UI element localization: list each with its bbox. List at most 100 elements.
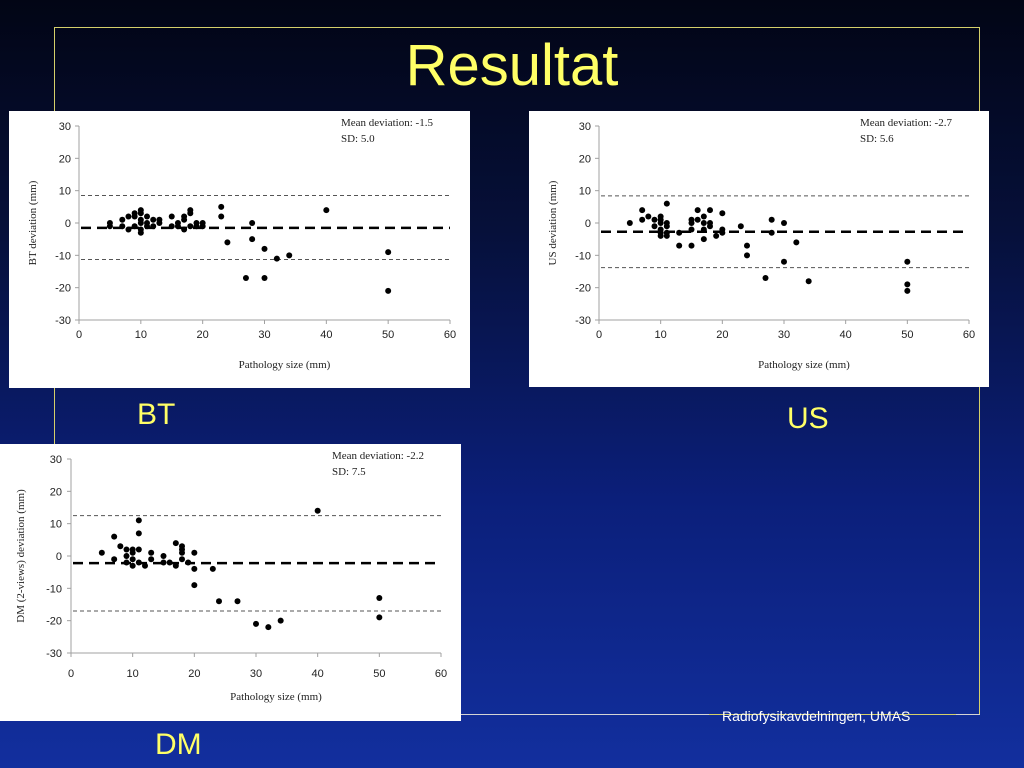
dm-data-point xyxy=(160,553,167,559)
bt-y-axis-label: BT deviation (mm) xyxy=(27,180,39,265)
bt-data-point xyxy=(249,220,256,226)
footer-rule-left xyxy=(461,714,709,715)
bt-annotation-line: Mean deviation: -1.5 xyxy=(341,117,433,129)
us-data-point xyxy=(793,239,800,246)
us-data-point xyxy=(639,207,646,214)
dm-y-tick-label: -10 xyxy=(46,583,62,595)
bt-x-tick-label: 10 xyxy=(135,329,147,341)
dm-data-point xyxy=(111,533,118,540)
bt-data-point xyxy=(181,213,188,220)
dm-data-point xyxy=(314,507,321,514)
dm-data-point xyxy=(135,559,142,566)
dm-data-point xyxy=(191,582,198,589)
us-data-point xyxy=(676,229,683,236)
us-data-point xyxy=(737,223,744,230)
dm-data-point xyxy=(172,562,179,569)
dm-data-point xyxy=(191,565,198,572)
us-data-point xyxy=(688,226,695,233)
bt-x-tick-label: 40 xyxy=(320,329,332,341)
bt-data-point xyxy=(193,223,200,230)
dm-y-tick-label: -30 xyxy=(46,648,62,660)
us-data-point xyxy=(700,213,707,220)
us-y-axis-label: US deviation (mm) xyxy=(547,180,559,265)
us-data-point xyxy=(762,274,769,281)
bt-data-point xyxy=(156,216,163,223)
us-data-point xyxy=(904,281,911,288)
bt-data-point xyxy=(218,213,225,220)
dm-x-tick-label: 20 xyxy=(188,668,200,680)
bt-data-point xyxy=(385,249,392,256)
bt-y-tick-label: 30 xyxy=(59,121,71,133)
bt-y-tick-label: -30 xyxy=(55,315,71,327)
us-y-tick-label: 0 xyxy=(585,218,591,230)
dm-data-point xyxy=(135,517,142,524)
bt-x-tick-label: 20 xyxy=(197,329,209,341)
dm-data-point xyxy=(216,598,222,605)
bt-data-point xyxy=(181,226,188,233)
dm-data-point xyxy=(179,546,185,553)
us-data-point xyxy=(645,213,652,220)
dm-data-point xyxy=(142,562,148,569)
dm-y-tick-label: 10 xyxy=(50,519,62,531)
us-data-point xyxy=(744,242,750,249)
caption-us: US xyxy=(787,402,829,435)
us-y-tick-label: 10 xyxy=(579,186,591,198)
us-annotation-line: SD: 5.6 xyxy=(860,133,894,145)
us-data-point xyxy=(676,242,683,249)
bt-data-point xyxy=(125,226,132,233)
us-x-tick-label: 20 xyxy=(716,329,728,341)
us-data-point xyxy=(651,216,658,223)
us-y-tick-label: -20 xyxy=(575,283,591,295)
dm-data-point xyxy=(209,565,216,572)
dm-data-point xyxy=(123,559,130,566)
us-data-point xyxy=(700,236,707,243)
dm-chart-panel: 30 20 10 0 -10 -20 -30 0 10 20 30 40 50 60 Mean deviat… xyxy=(0,444,461,721)
bt-data-point xyxy=(286,252,293,259)
us-x-tick-label: 50 xyxy=(901,329,913,341)
bt-data-point xyxy=(144,213,151,220)
us-data-point xyxy=(719,229,726,236)
bt-data-point xyxy=(137,229,144,236)
bt-data-point xyxy=(119,223,126,230)
bt-annotation-line: SD: 5.0 xyxy=(341,133,375,145)
us-annotation-line: Mean deviation: -2.7 xyxy=(860,117,952,129)
bt-data-point xyxy=(150,223,157,230)
dm-x-tick-label: 40 xyxy=(312,668,324,680)
bt-data-point xyxy=(119,216,126,223)
bt-data-point xyxy=(187,223,194,230)
bt-data-point xyxy=(168,223,175,230)
us-data-point xyxy=(657,213,664,220)
us-data-point xyxy=(744,252,750,259)
bt-data-point xyxy=(137,216,144,223)
dm-data-point xyxy=(148,556,155,563)
dm-data-point xyxy=(129,556,136,563)
us-data-point xyxy=(700,220,707,226)
dm-data-point xyxy=(376,614,383,621)
us-data-point xyxy=(639,216,646,223)
dm-y-tick-label: 20 xyxy=(50,486,62,498)
us-x-tick-label: 60 xyxy=(963,329,975,341)
bt-data-point xyxy=(261,245,268,252)
dm-data-point xyxy=(123,546,130,553)
bt-data-point xyxy=(224,239,231,246)
us-data-point xyxy=(781,220,787,226)
us-data-point xyxy=(688,242,695,249)
bt-x-tick-label: 50 xyxy=(382,329,394,341)
dm-x-tick-label: 10 xyxy=(127,668,139,680)
dm-data-point xyxy=(376,595,383,602)
bt-data-point xyxy=(385,287,392,294)
slide-title: Resultat xyxy=(405,33,619,98)
dm-data-point xyxy=(160,559,167,566)
dm-data-point xyxy=(129,562,136,569)
us-x-tick-label: 10 xyxy=(655,329,667,341)
bt-data-point xyxy=(174,223,181,230)
dm-chart: 30 20 10 0 -10 -20 -30 0 10 20 30 40 50 60 Mean deviat… xyxy=(15,450,447,703)
us-data-point xyxy=(707,223,713,230)
bt-data-point xyxy=(199,223,206,230)
bt-data-point xyxy=(150,216,157,223)
us-y-tick-label: -10 xyxy=(575,250,591,262)
caption-bt: BT xyxy=(137,398,176,431)
us-data-point xyxy=(768,216,775,223)
bt-data-point xyxy=(323,207,330,214)
bt-data-point xyxy=(261,274,268,281)
